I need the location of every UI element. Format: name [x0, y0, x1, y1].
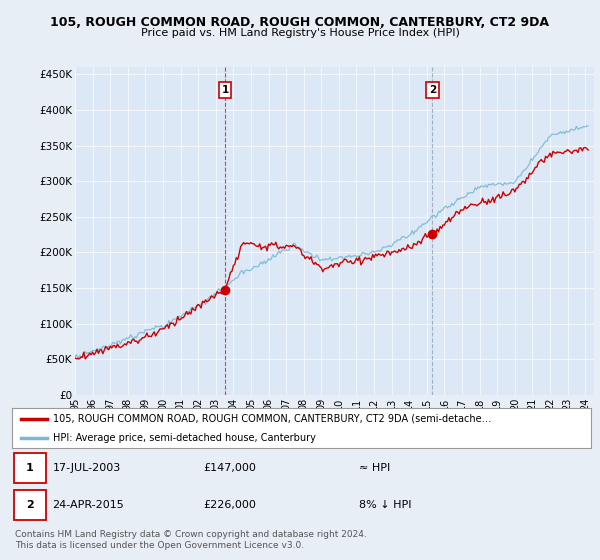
FancyBboxPatch shape — [14, 491, 46, 520]
Text: HPI: Average price, semi-detached house, Canterbury: HPI: Average price, semi-detached house,… — [53, 433, 316, 443]
Text: £226,000: £226,000 — [203, 500, 256, 510]
Text: Contains HM Land Registry data © Crown copyright and database right 2024.
This d: Contains HM Land Registry data © Crown c… — [15, 530, 367, 550]
Text: 105, ROUGH COMMON ROAD, ROUGH COMMON, CANTERBURY, CT2 9DA (semi-detache…: 105, ROUGH COMMON ROAD, ROUGH COMMON, CA… — [53, 414, 491, 424]
Text: 1: 1 — [26, 463, 34, 473]
FancyBboxPatch shape — [14, 454, 46, 483]
Text: 17-JUL-2003: 17-JUL-2003 — [53, 463, 121, 473]
Text: 8% ↓ HPI: 8% ↓ HPI — [359, 500, 412, 510]
Text: 105, ROUGH COMMON ROAD, ROUGH COMMON, CANTERBURY, CT2 9DA: 105, ROUGH COMMON ROAD, ROUGH COMMON, CA… — [50, 16, 550, 29]
Text: £147,000: £147,000 — [203, 463, 256, 473]
Text: 1: 1 — [221, 85, 229, 95]
Text: Price paid vs. HM Land Registry's House Price Index (HPI): Price paid vs. HM Land Registry's House … — [140, 28, 460, 38]
Text: 24-APR-2015: 24-APR-2015 — [53, 500, 124, 510]
Text: 2: 2 — [428, 85, 436, 95]
Text: 2: 2 — [26, 500, 34, 510]
Text: ≈ HPI: ≈ HPI — [359, 463, 391, 473]
